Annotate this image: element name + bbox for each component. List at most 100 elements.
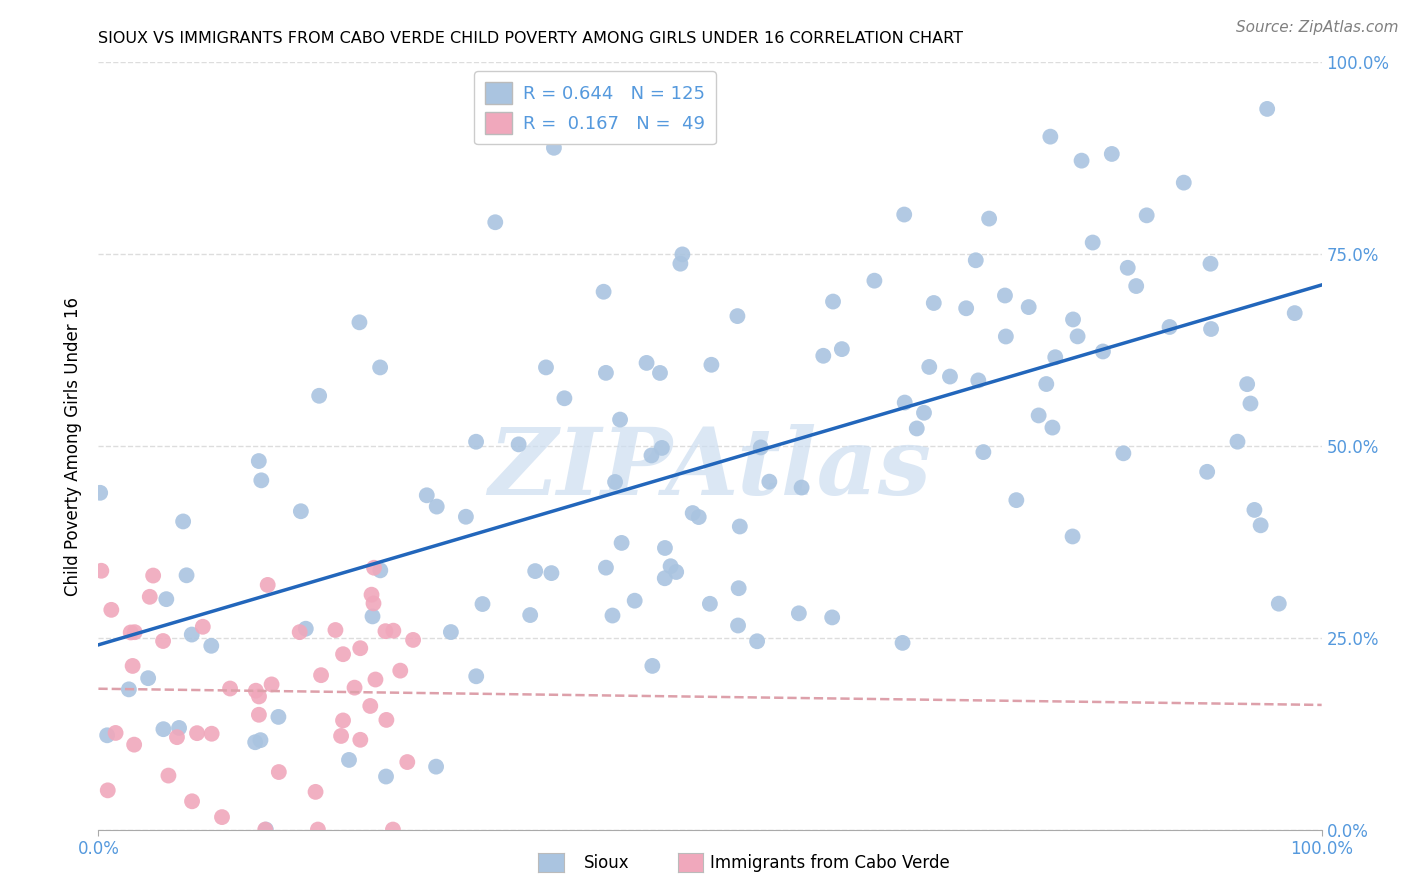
Point bbox=[416, 488, 439, 502]
Point bbox=[122, 738, 145, 752]
Point bbox=[1268, 597, 1291, 611]
Point bbox=[905, 421, 928, 435]
Point bbox=[863, 274, 886, 288]
Point bbox=[1005, 493, 1028, 508]
Point bbox=[640, 449, 662, 463]
Point bbox=[375, 713, 398, 727]
Point bbox=[1042, 420, 1064, 434]
Point bbox=[152, 634, 174, 648]
Point bbox=[152, 722, 174, 736]
Point bbox=[157, 768, 180, 782]
Point bbox=[821, 610, 844, 624]
Point bbox=[893, 395, 915, 409]
Point bbox=[682, 506, 704, 520]
Point bbox=[245, 683, 267, 698]
Point bbox=[1250, 518, 1272, 533]
Point bbox=[592, 285, 614, 299]
Point bbox=[267, 765, 290, 780]
Point bbox=[543, 141, 565, 155]
Point bbox=[211, 810, 233, 824]
Point bbox=[821, 294, 844, 309]
Point bbox=[651, 441, 673, 455]
Point bbox=[308, 389, 330, 403]
Point bbox=[648, 366, 671, 380]
Point bbox=[247, 690, 270, 704]
Point bbox=[1256, 102, 1278, 116]
Point bbox=[396, 755, 419, 769]
Point bbox=[595, 560, 617, 574]
Point bbox=[364, 673, 387, 687]
Point bbox=[260, 677, 283, 691]
Point bbox=[247, 707, 270, 722]
Point bbox=[363, 560, 385, 574]
Point bbox=[121, 659, 143, 673]
Point bbox=[465, 669, 488, 683]
Point bbox=[1101, 147, 1123, 161]
Point bbox=[1062, 312, 1084, 326]
Point bbox=[922, 296, 945, 310]
Point bbox=[1236, 377, 1258, 392]
Point bbox=[918, 359, 941, 374]
Point bbox=[1199, 322, 1222, 336]
Point bbox=[426, 500, 449, 514]
Point bbox=[200, 639, 222, 653]
Point bbox=[325, 623, 347, 637]
Point bbox=[1243, 503, 1265, 517]
Point bbox=[669, 257, 692, 271]
Point bbox=[728, 519, 751, 533]
Point bbox=[727, 618, 749, 632]
Point bbox=[790, 481, 813, 495]
Point bbox=[610, 536, 633, 550]
Point bbox=[142, 568, 165, 582]
Point bbox=[381, 822, 404, 837]
Point bbox=[1197, 465, 1219, 479]
Point bbox=[249, 733, 271, 747]
Point bbox=[294, 622, 316, 636]
Point bbox=[250, 473, 273, 487]
Legend: R = 0.644   N = 125, R =  0.167   N =  49: R = 0.644 N = 125, R = 0.167 N = 49 bbox=[474, 71, 716, 145]
Point bbox=[267, 710, 290, 724]
Point bbox=[1066, 329, 1088, 343]
Text: Source: ZipAtlas.com: Source: ZipAtlas.com bbox=[1236, 20, 1399, 35]
Point bbox=[725, 309, 748, 323]
Point bbox=[641, 659, 664, 673]
Point bbox=[1112, 446, 1135, 460]
Point bbox=[534, 360, 557, 375]
Point bbox=[1035, 377, 1057, 392]
Point bbox=[654, 541, 676, 555]
Point bbox=[1028, 409, 1050, 423]
Point bbox=[654, 571, 676, 585]
Point bbox=[1173, 176, 1195, 190]
Point bbox=[389, 664, 412, 678]
Point bbox=[247, 454, 270, 468]
Point bbox=[166, 730, 188, 744]
Point bbox=[256, 578, 278, 592]
Point bbox=[332, 647, 354, 661]
Point bbox=[1039, 129, 1062, 144]
Point bbox=[471, 597, 494, 611]
Point bbox=[671, 247, 693, 261]
Point bbox=[180, 627, 202, 641]
Point bbox=[665, 565, 688, 579]
Point bbox=[1199, 257, 1222, 271]
Point bbox=[100, 603, 122, 617]
Point bbox=[368, 563, 391, 577]
Point bbox=[90, 564, 112, 578]
Point bbox=[623, 593, 645, 607]
Point bbox=[136, 671, 159, 685]
Point bbox=[994, 288, 1017, 302]
Point bbox=[243, 735, 266, 749]
Point bbox=[375, 770, 398, 784]
Point bbox=[484, 215, 506, 229]
Point bbox=[1045, 350, 1067, 364]
Point bbox=[745, 634, 768, 648]
Point bbox=[1091, 344, 1114, 359]
Point bbox=[1081, 235, 1104, 250]
Point bbox=[688, 510, 710, 524]
Point bbox=[454, 509, 477, 524]
Point bbox=[831, 342, 853, 356]
Point bbox=[1226, 434, 1249, 449]
Point bbox=[118, 682, 141, 697]
Point bbox=[813, 349, 835, 363]
Point bbox=[891, 636, 914, 650]
